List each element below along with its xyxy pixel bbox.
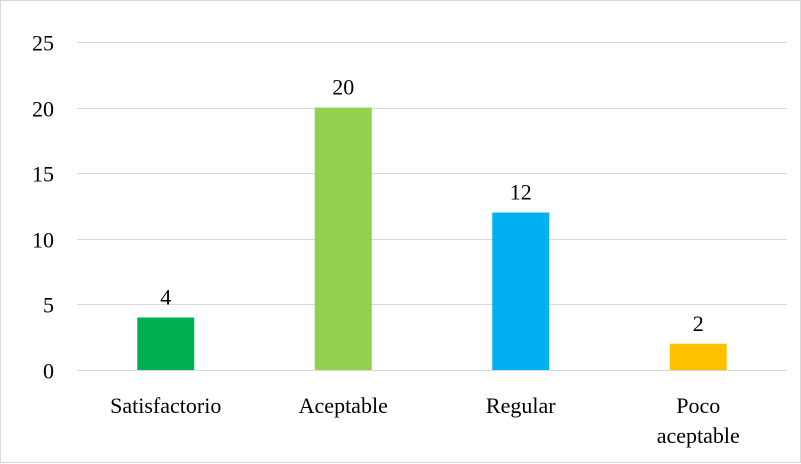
- y-tick-label: 25: [32, 31, 54, 56]
- data-label: 20: [332, 75, 354, 100]
- bar: [492, 212, 550, 370]
- bar: [314, 107, 372, 370]
- y-tick-label: 10: [32, 228, 54, 253]
- gridlines: [77, 42, 787, 371]
- category-label: aceptable: [657, 423, 740, 448]
- y-tick-label: 0: [43, 359, 54, 384]
- y-axis-ticks: 0 5 10 15 20 25: [32, 31, 54, 384]
- bar: [669, 343, 727, 370]
- data-label: 2: [693, 311, 704, 336]
- bars: [137, 107, 727, 370]
- data-labels: 4 20 12 2: [160, 75, 704, 336]
- category-label: Satisfactorio: [110, 393, 221, 418]
- category-label: Poco: [676, 393, 720, 418]
- y-tick-label: 5: [43, 293, 54, 318]
- y-tick-label: 20: [32, 97, 54, 122]
- category-label: Regular: [486, 393, 556, 418]
- category-label: Aceptable: [299, 393, 388, 418]
- x-axis-categories: Satisfactorio Aceptable Regular Poco aceptab…: [110, 393, 740, 448]
- data-label: 12: [510, 180, 532, 205]
- data-label: 4: [160, 285, 171, 310]
- bar: [137, 317, 195, 370]
- y-tick-label: 15: [32, 162, 54, 187]
